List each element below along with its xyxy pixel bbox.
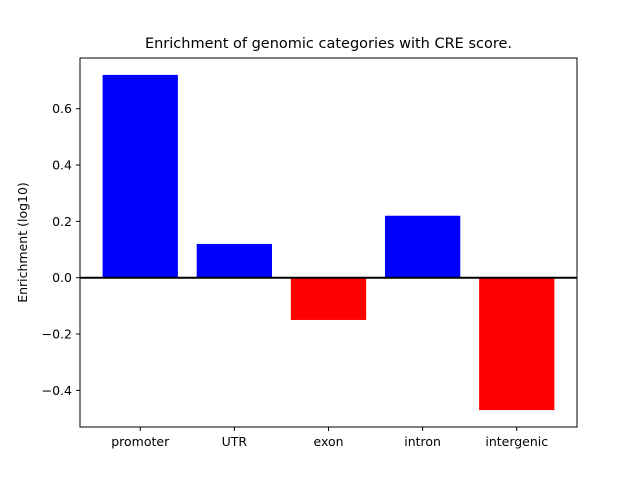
bar-promoter	[102, 74, 178, 278]
bars-group	[102, 74, 555, 411]
ticks-group: 0.6 0.4 0.2 0.0 −0.2 −0.4 promoter UTR exon intro…	[42, 101, 549, 449]
bar-intron	[384, 215, 461, 278]
x-tick-label-exon: exon	[313, 434, 343, 449]
plot-frame	[79, 57, 578, 428]
y-tick-label: −0.2	[42, 327, 72, 342]
y-tick-label: 0.2	[52, 214, 72, 229]
y-tick-label: 0.4	[52, 158, 72, 173]
y-tick-label: −0.4	[42, 383, 72, 398]
x-tick-label-intergenic: intergenic	[485, 434, 548, 449]
y-axis-label: Enrichment (log10)	[15, 182, 30, 303]
x-tick-label-promoter: promoter	[111, 434, 170, 449]
y-tick-label: 0.6	[52, 101, 72, 116]
bar-intergenic	[479, 277, 555, 411]
x-tick-label-UTR: UTR	[222, 434, 248, 449]
bar-UTR	[196, 243, 273, 278]
y-tick-label: 0.0	[52, 270, 72, 285]
chart-title: Enrichment of genomic categories with CR…	[145, 36, 512, 52]
bar-exon	[290, 277, 367, 320]
x-tick-label-intron: intron	[404, 434, 441, 449]
